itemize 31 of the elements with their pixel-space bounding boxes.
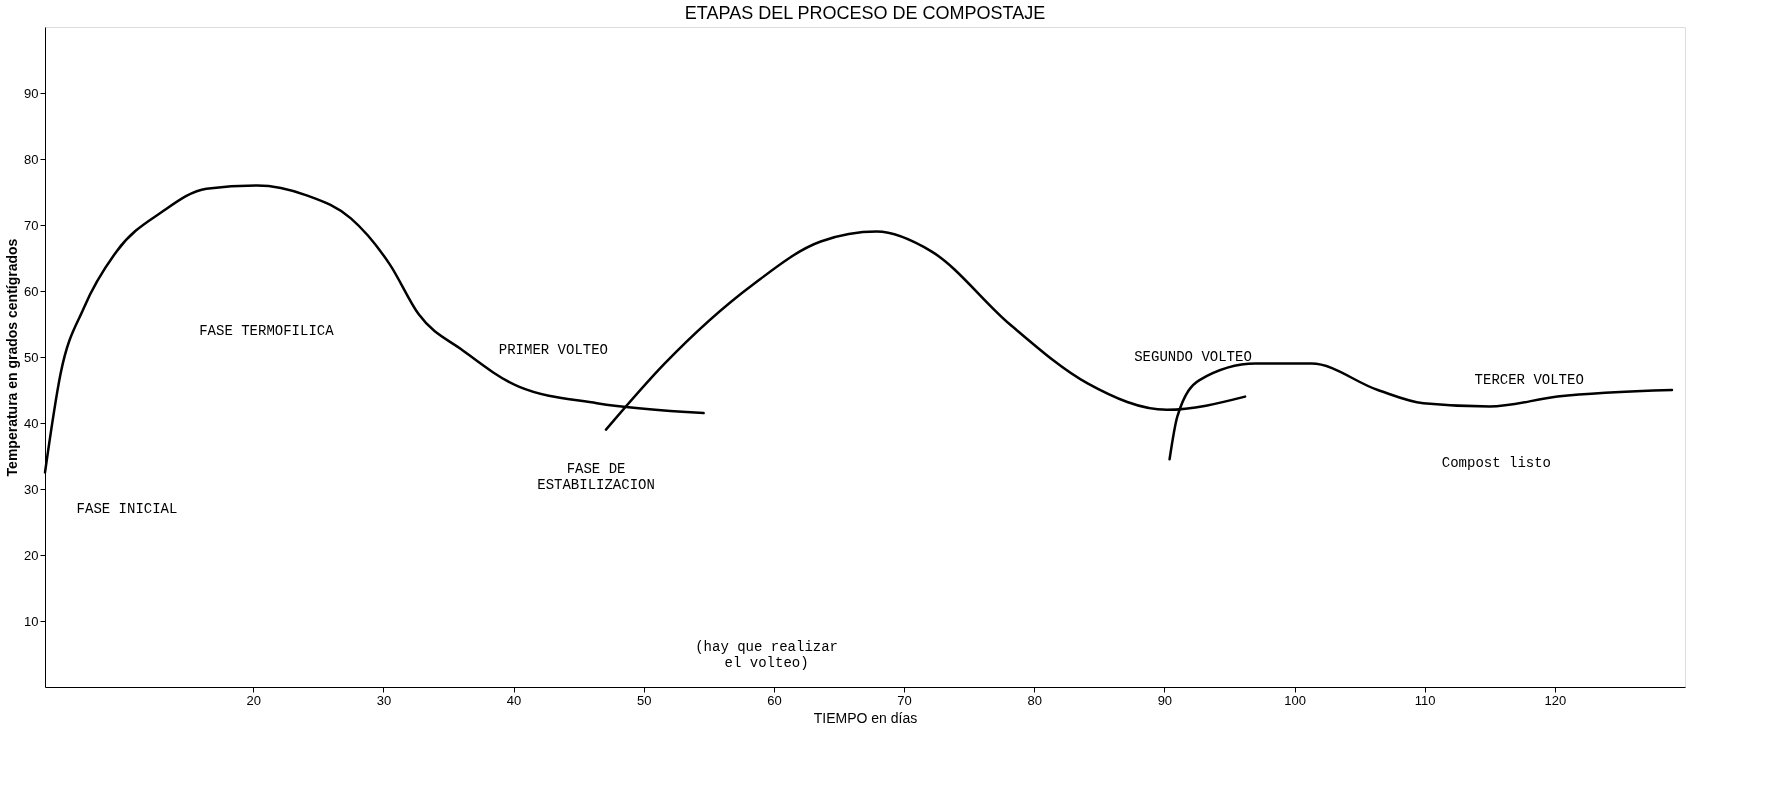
y-tick-label: 50: [24, 349, 39, 365]
y-tick-label: 40: [24, 415, 39, 431]
annotation: FASE DE ESTABILIZACION: [537, 461, 655, 494]
y-tick-label: 70: [24, 217, 39, 233]
x-tick-label: 70: [897, 692, 912, 708]
x-tick-label: 120: [1544, 692, 1567, 708]
x-tick-label: 80: [1027, 692, 1042, 708]
y-tick-label: 60: [24, 283, 39, 299]
y-tick-label: 20: [24, 547, 39, 563]
x-tick-label: 60: [767, 692, 782, 708]
annotation: SEGUNDO VOLTEO: [1134, 349, 1252, 365]
annotation: Compost listo: [1441, 454, 1552, 471]
x-tick-label: 100: [1284, 692, 1306, 708]
x-tick-label: 30: [376, 692, 392, 708]
chart-title: ETAPAS DEL PROCESO DE COMPOSTAJE: [684, 3, 1046, 23]
x-tick-label: 110: [1414, 692, 1436, 708]
annotation: TERCER VOLTEO: [1474, 372, 1584, 389]
y-tick-label: 30: [24, 481, 39, 497]
x-axis-title: TIEMPO en días: [813, 709, 918, 726]
annotation: FASE INICIAL: [76, 500, 178, 517]
annotation: (hay que realizar el volteo): [695, 639, 839, 672]
x-tick-label: 90: [1157, 692, 1173, 708]
y-tick-label: 80: [24, 151, 39, 167]
y-tick-label: 90: [24, 85, 39, 101]
x-tick-label: 40: [506, 692, 522, 708]
annotation: FASE TERMOFILICA: [199, 322, 335, 339]
x-tick-label: 20: [246, 692, 261, 708]
annotation: PRIMER VOLTEO: [498, 342, 609, 359]
y-axis-title: Temperatura en grados centígrados: [4, 238, 21, 477]
x-tick-label: 50: [637, 692, 652, 708]
y-tick-label: 10: [24, 613, 39, 629]
